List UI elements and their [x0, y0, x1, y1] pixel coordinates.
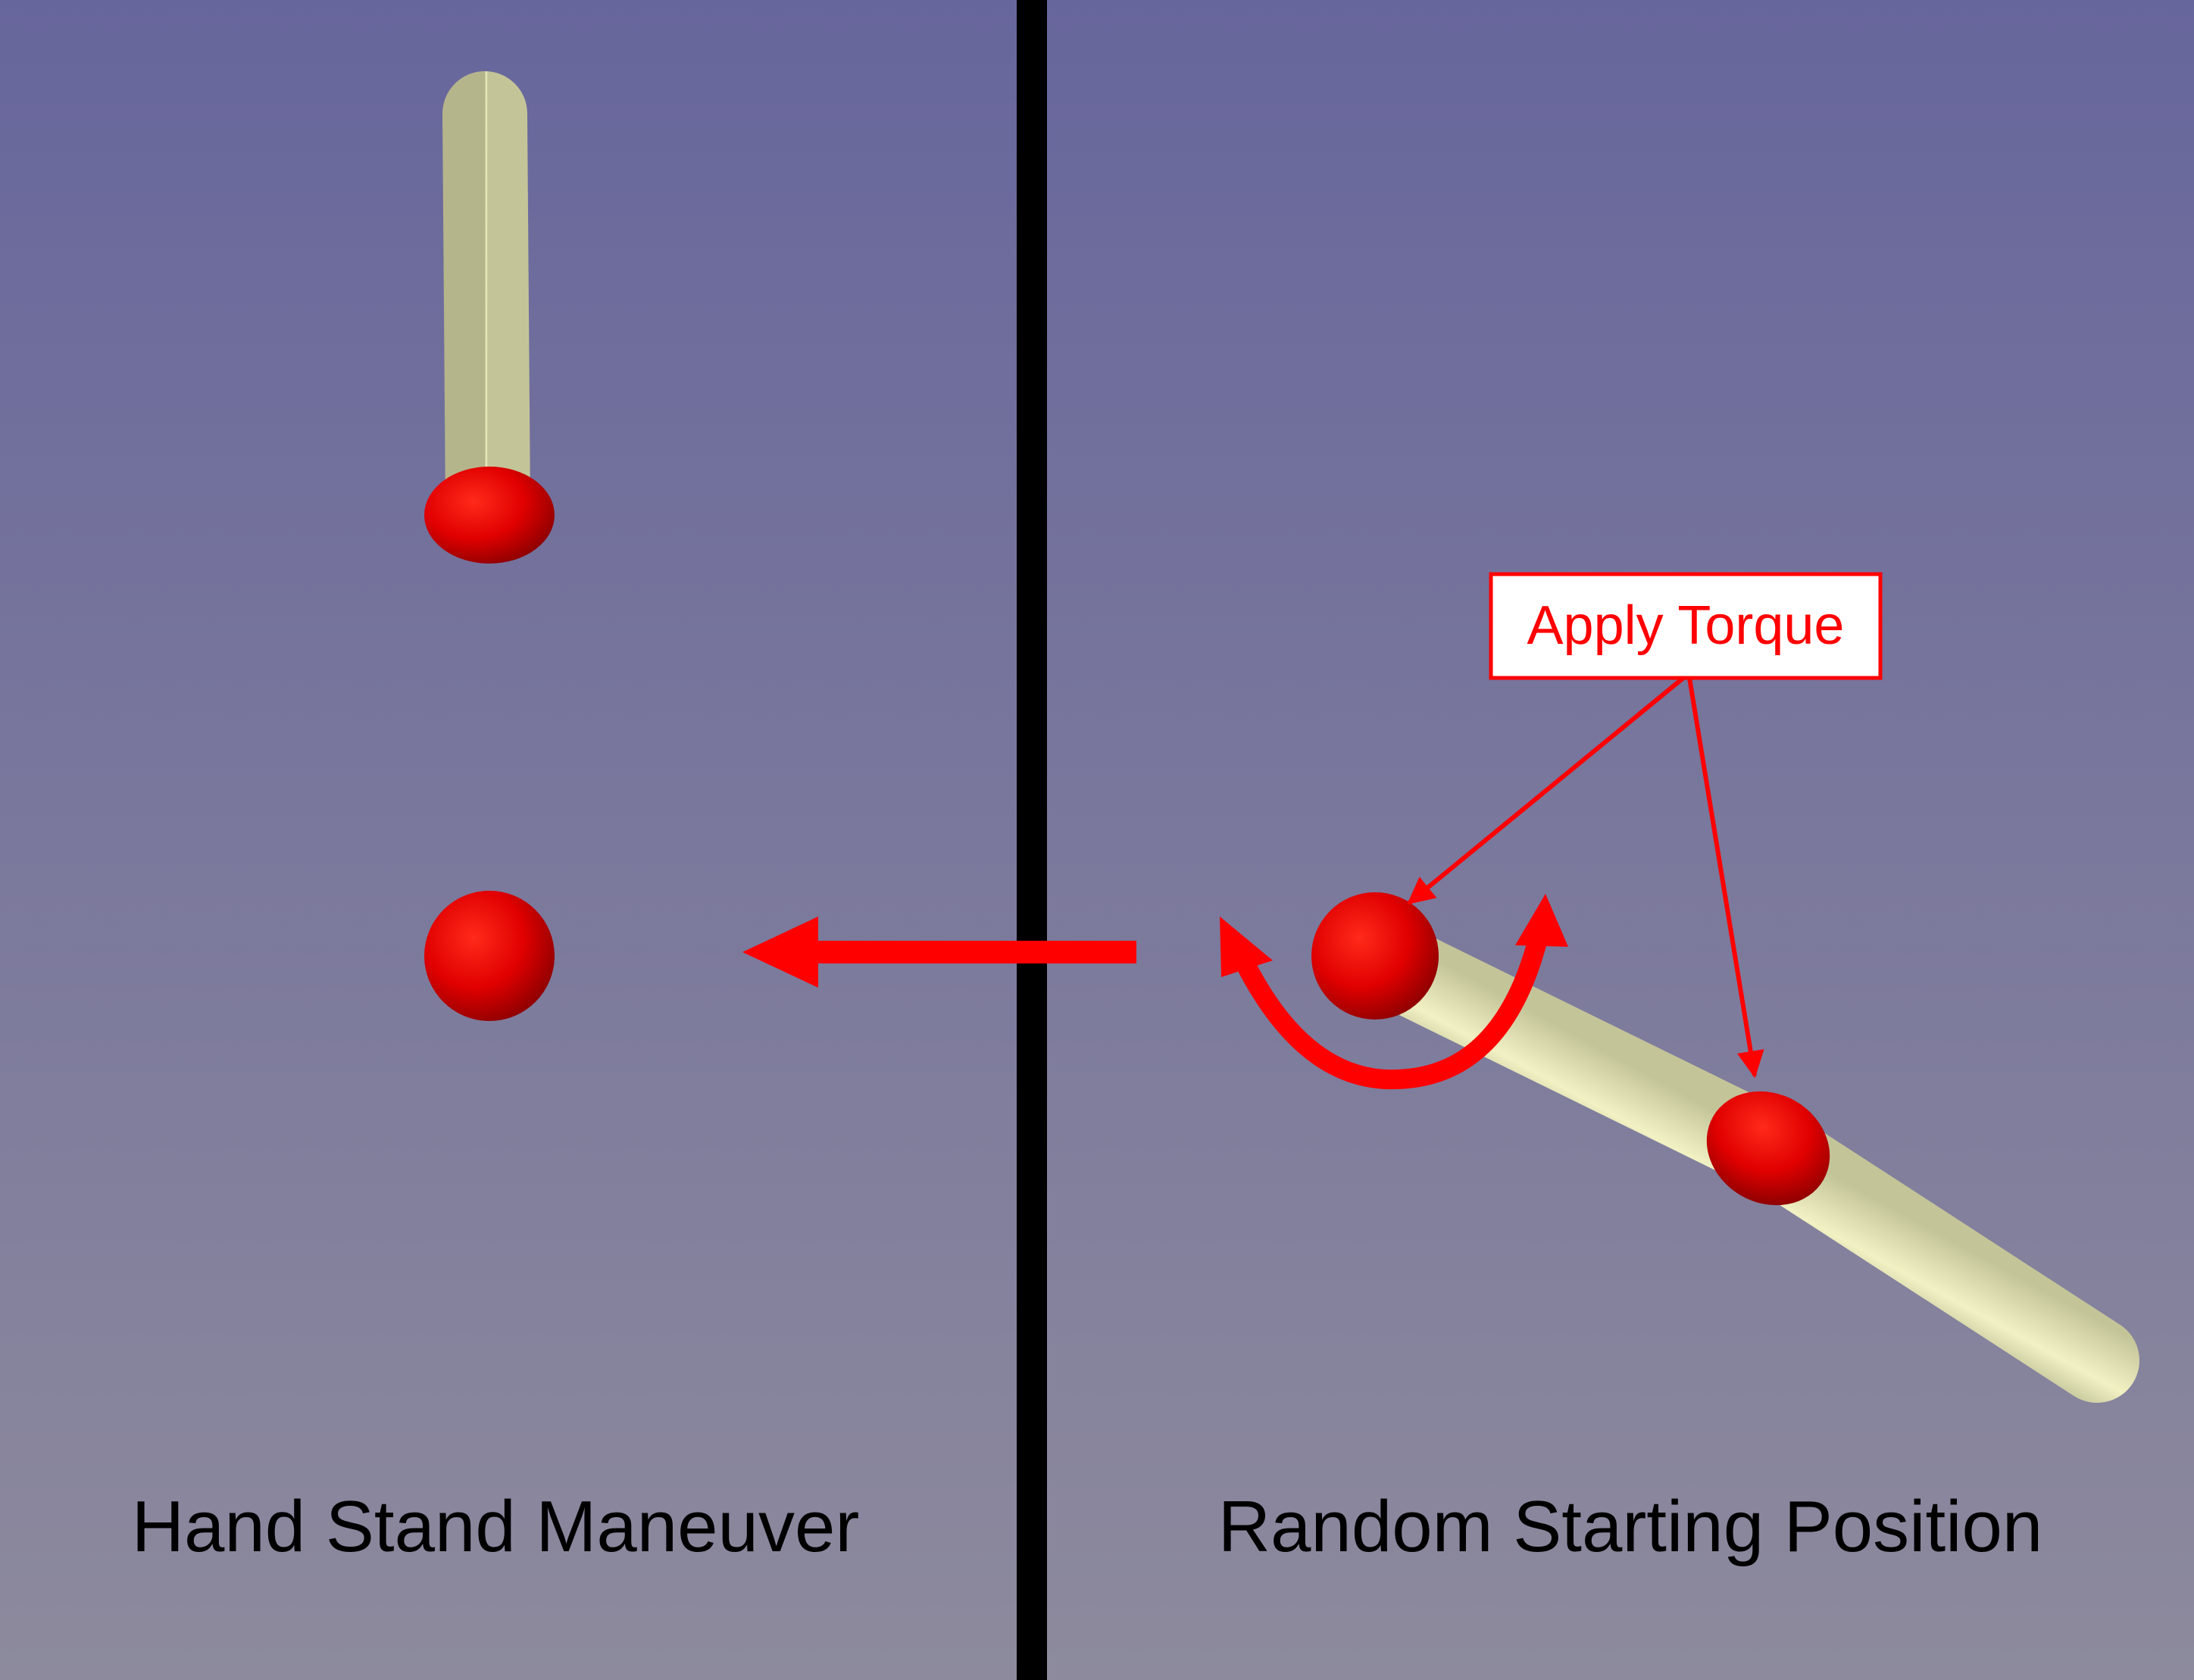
- left-middle-joint: [424, 467, 555, 564]
- apply-torque-label: Apply Torque: [1527, 595, 1845, 656]
- right-middle-joint: [1706, 1091, 1830, 1206]
- torque-arc-left-head: [1220, 917, 1273, 977]
- right-second-link: [1727, 1105, 2139, 1403]
- torque-leader-lines: [1407, 676, 1764, 1079]
- torque-arc-right-head: [1515, 894, 1568, 947]
- left-pendulum: [424, 71, 555, 1021]
- panel-divider: [1017, 0, 1047, 1680]
- left-upper-link: [442, 71, 530, 550]
- right-caption: Random Starting Position: [1218, 1486, 2043, 1567]
- left-caption: Hand Stand Maneuver: [132, 1486, 860, 1567]
- torque-arc: [1220, 894, 1568, 1090]
- right-base-joint: [1311, 892, 1439, 1020]
- apply-torque-callout: Apply Torque: [1489, 572, 1883, 680]
- apply-torque-box: [1489, 572, 1883, 680]
- right-first-link: [1356, 917, 1784, 1186]
- transition-arrow: [742, 917, 1136, 988]
- right-panel-background: [1047, 0, 2194, 1680]
- right-pendulum: [1311, 892, 2139, 1403]
- left-base-joint: [424, 891, 555, 1021]
